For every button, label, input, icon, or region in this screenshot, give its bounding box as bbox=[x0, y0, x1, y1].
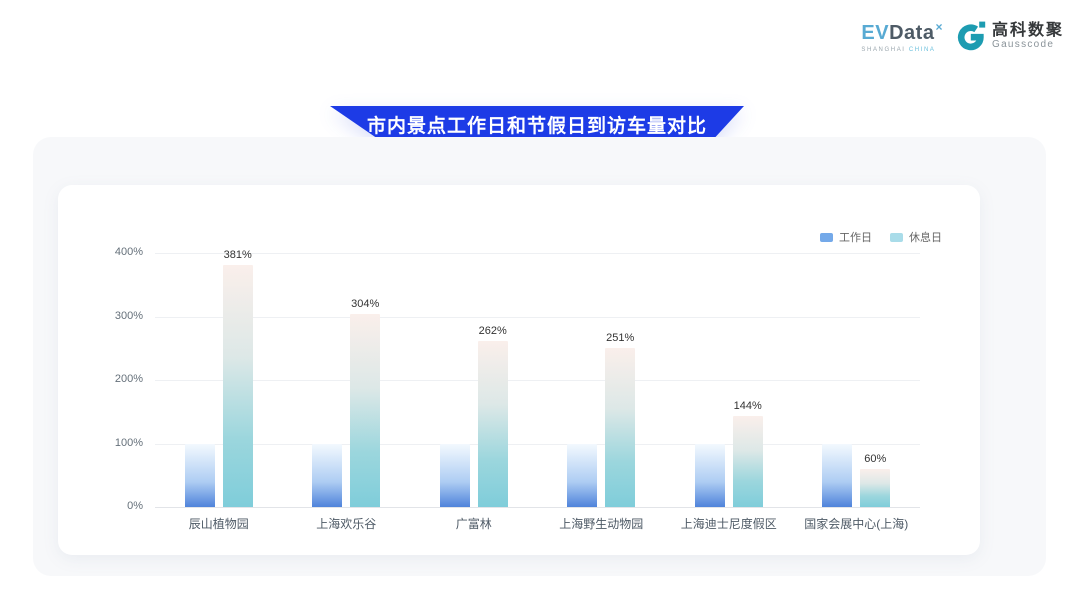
gridline bbox=[155, 380, 920, 381]
bar-休息日 bbox=[605, 347, 636, 507]
chart-title-banner: 市内景点工作日和节假日到访车量对比 bbox=[330, 106, 744, 143]
gridline bbox=[155, 443, 920, 445]
x-axis-category-label: 上海迪士尼度假区 bbox=[680, 517, 777, 531]
bar-工作日 bbox=[694, 443, 725, 507]
bar-value-label: 262% bbox=[478, 324, 507, 337]
gausscode-name-en: Gausscode bbox=[991, 38, 1055, 50]
bar-工作日 bbox=[184, 443, 215, 507]
bar-工作日 bbox=[567, 443, 598, 507]
legend-swatch-icon bbox=[890, 232, 903, 242]
legend-label: 工作日 bbox=[839, 232, 872, 244]
bar-value-label: 144% bbox=[733, 399, 762, 412]
bar-休息日 bbox=[477, 340, 508, 507]
chart-legend: 工作日 休息日 bbox=[820, 229, 942, 245]
y-axis-tick-label: 0% bbox=[127, 500, 143, 512]
gausscode-logo: 高科数聚 Gausscode bbox=[957, 20, 1064, 52]
evdata-tagline-china: CHINA bbox=[908, 47, 936, 53]
y-axis-tick-label: 400% bbox=[114, 246, 143, 258]
brand-logos: EVData× SHANGHAI CHINA 高科数聚 Gausscode bbox=[861, 20, 1064, 53]
x-axis-category-label: 上海野生动物园 bbox=[559, 517, 644, 531]
evdata-logo: EVData× SHANGHAI CHINA bbox=[861, 20, 943, 53]
evdata-wordmark: EVData× bbox=[861, 20, 943, 45]
gridline bbox=[155, 507, 920, 508]
gausscode-name-cn: 高科数聚 bbox=[991, 21, 1064, 39]
bar-value-label: 304% bbox=[351, 297, 380, 310]
legend-item-休息日[interactable]: 休息日 bbox=[890, 229, 942, 245]
x-axis-category-label: 国家会展中心(上海) bbox=[804, 517, 909, 531]
x-axis-category-label: 广富林 bbox=[455, 517, 492, 531]
x-axis-category-label: 上海欢乐谷 bbox=[316, 517, 377, 531]
evdata-tagline-shanghai: SHANGHAI bbox=[861, 47, 906, 53]
bar-休息日 bbox=[860, 468, 891, 507]
bar-value-label: 60% bbox=[864, 452, 887, 465]
gridline bbox=[155, 253, 920, 254]
evdata-superscript-x-icon: × bbox=[935, 20, 943, 34]
bar-工作日 bbox=[822, 443, 853, 507]
bar-休息日 bbox=[350, 313, 381, 507]
bar-value-label: 251% bbox=[606, 331, 635, 344]
bar-休息日 bbox=[222, 265, 253, 507]
x-axis-category-label: 辰山植物园 bbox=[188, 517, 249, 531]
bar-工作日 bbox=[439, 443, 470, 507]
chart-plot: 0% 100% 200% 300% 400% 辰山植物园 381% 上海欢乐谷 304% 广富林 2… bbox=[58, 185, 980, 555]
evdata-wordmark-data: Data bbox=[889, 22, 935, 44]
chart-card: 工作日 休息日 0% 100% 200% 300% 400% 辰山植物园 381% 上海欢乐谷 3… bbox=[58, 185, 980, 555]
gausscode-text: 高科数聚 Gausscode bbox=[992, 22, 1064, 51]
legend-item-工作日[interactable]: 工作日 bbox=[820, 229, 872, 245]
y-axis-tick-label: 100% bbox=[114, 436, 143, 449]
gausscode-g-icon bbox=[957, 20, 987, 52]
evdata-tagline: SHANGHAI CHINA bbox=[861, 47, 935, 53]
legend-label: 休息日 bbox=[909, 232, 942, 244]
bar-工作日 bbox=[312, 443, 343, 507]
bar-休息日 bbox=[732, 415, 763, 507]
y-axis-tick-label: 200% bbox=[114, 373, 143, 385]
gridline bbox=[155, 316, 920, 318]
y-axis-tick-label: 300% bbox=[114, 309, 143, 322]
evdata-wordmark-ev: EV bbox=[861, 22, 890, 44]
bar-value-label: 381% bbox=[223, 249, 252, 262]
legend-swatch-icon bbox=[820, 232, 833, 242]
page-title: 市内景点工作日和节假日到访车量对比 bbox=[366, 116, 707, 137]
